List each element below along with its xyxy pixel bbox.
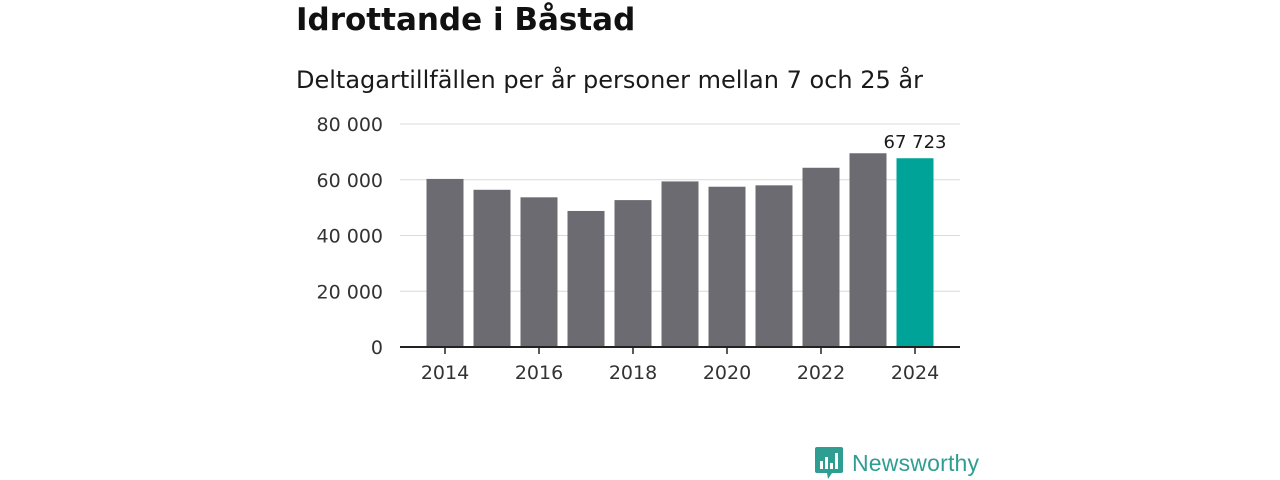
bar <box>520 197 558 347</box>
x-tick-label: 2014 <box>421 362 469 384</box>
y-tick-label: 0 <box>371 337 383 359</box>
bar <box>849 153 887 347</box>
bar <box>708 186 746 347</box>
x-tick-label: 2022 <box>797 362 845 384</box>
y-tick-label: 60 000 <box>317 170 383 192</box>
chart-subtitle: Deltagartillfällen per år personer mella… <box>296 66 923 94</box>
brand: Newsworthy <box>814 446 979 480</box>
x-tick-label: 2018 <box>609 362 657 384</box>
bar <box>614 200 652 347</box>
newsworthy-logo-icon <box>815 447 843 479</box>
y-tick-label: 80 000 <box>317 114 383 136</box>
brand-name: Newsworthy <box>852 449 980 476</box>
bar <box>426 178 464 347</box>
bar <box>567 210 605 347</box>
x-tick-label: 2016 <box>515 362 563 384</box>
data-label: 67 723 <box>884 132 947 153</box>
y-tick-label: 40 000 <box>317 226 383 248</box>
bar-highlight <box>896 158 934 347</box>
x-tick-label: 2020 <box>703 362 751 384</box>
y-tick-label: 20 000 <box>317 281 383 303</box>
bar <box>473 189 511 347</box>
x-tick-label: 2024 <box>891 362 939 384</box>
bar <box>802 167 840 347</box>
bar <box>661 181 699 347</box>
bar <box>755 185 793 347</box>
chart-title: Idrottande i Båstad <box>296 2 636 38</box>
